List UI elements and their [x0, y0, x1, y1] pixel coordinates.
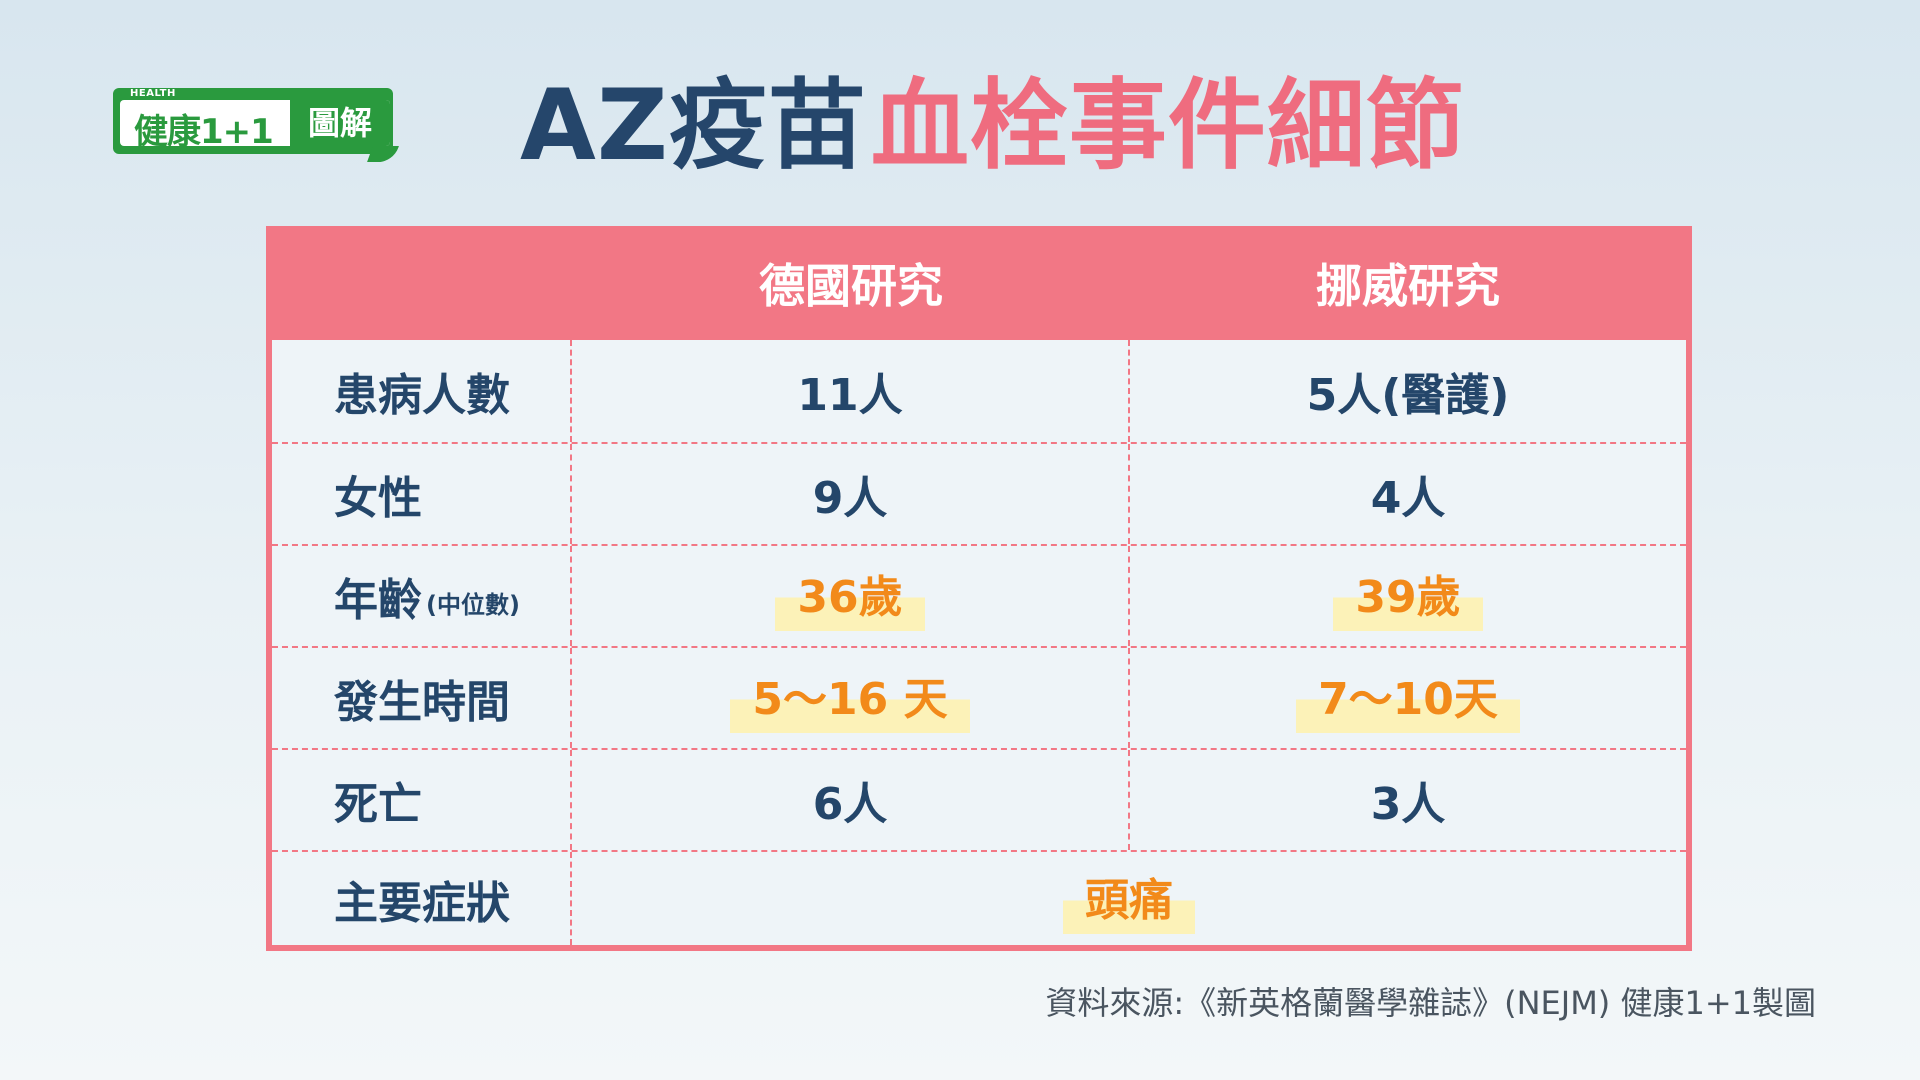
brand-logo: HEALTH 健康1+1 圖解: [113, 88, 399, 162]
row-label-cell: 女性: [272, 444, 572, 544]
row-label: 主要症狀: [334, 877, 510, 929]
logo-brand-text: 健康1+1: [134, 112, 274, 152]
row-label: 死亡: [334, 779, 422, 830]
row-label-cell: 患病人數: [272, 340, 572, 442]
germany-cell: 11人: [572, 340, 1130, 442]
germany-cell: 6人: [572, 750, 1130, 850]
logo-inner: 健康1+1 圖解: [120, 100, 390, 152]
germany-cell: 9人: [572, 444, 1130, 544]
norway-cell: 3人: [1130, 750, 1686, 850]
norway-cell: 7〜10天: [1130, 648, 1686, 748]
logo-swoosh-icon: [367, 146, 399, 162]
norway-value: 3人: [1370, 779, 1446, 830]
row-label-cell: 年齡 (中位數): [272, 546, 572, 646]
column-header-norway: 挪威研究: [1316, 259, 1500, 313]
row-label: 女性: [334, 473, 422, 524]
row-label-cell: 主要症狀: [272, 852, 572, 945]
logo-tag: 圖解: [290, 100, 390, 146]
symptom-value-highlighted: 頭痛: [1063, 863, 1195, 934]
norway-value-highlighted: 7〜10天: [1296, 663, 1520, 733]
germany-cell: 36歲: [572, 546, 1130, 646]
germany-value: 9人: [812, 473, 888, 524]
table-row-symptoms: 主要症狀 頭痛: [272, 850, 1686, 945]
germany-value-highlighted: 5〜16 天: [730, 663, 970, 733]
title-part-dark: AZ疫苗: [520, 69, 867, 183]
source-caption: 資料來源:《新英格蘭醫學雜誌》(NEJM) 健康1+1製圖: [1045, 984, 1816, 1022]
germany-value-highlighted: 36歲: [775, 561, 925, 631]
norway-cell: 39歲: [1130, 546, 1686, 646]
row-label-cell: 發生時間: [272, 648, 572, 748]
table-header: 德國研究 挪威研究: [272, 232, 1686, 340]
table-row: 年齡 (中位數) 36歲 39歲: [272, 544, 1686, 646]
germany-value: 6人: [812, 779, 888, 830]
row-label-cell: 死亡: [272, 750, 572, 850]
table-row: 患病人數 11人 5人(醫護): [272, 340, 1686, 442]
comparison-table: 德國研究 挪威研究 患病人數 11人 5人(醫護) 女性 9人 4人: [266, 226, 1692, 951]
germany-cell: 5〜16 天: [572, 648, 1130, 748]
norway-cell: 4人: [1130, 444, 1686, 544]
title-part-pink: 血栓事件細節: [870, 69, 1465, 183]
table-row: 發生時間 5〜16 天 7〜10天: [272, 646, 1686, 748]
row-label: 年齡: [334, 575, 422, 626]
norway-value-highlighted: 39歲: [1333, 561, 1483, 631]
norway-cell: 5人(醫護): [1130, 340, 1686, 442]
row-label-sub: (中位數): [426, 590, 520, 619]
logo-small-text: HEALTH: [130, 88, 176, 99]
symptom-cell: 頭痛: [572, 852, 1686, 945]
column-header-germany: 德國研究: [759, 259, 943, 313]
table-row: 死亡 6人 3人: [272, 748, 1686, 850]
norway-value: 4人: [1370, 473, 1446, 524]
germany-value: 11人: [797, 370, 903, 421]
page-title: AZ疫苗血栓事件細節: [520, 66, 1465, 186]
norway-value: 5人(醫護): [1306, 370, 1510, 421]
row-label: 患病人數: [334, 370, 510, 421]
row-label: 發生時間: [334, 677, 510, 728]
table-row: 女性 9人 4人: [272, 442, 1686, 544]
